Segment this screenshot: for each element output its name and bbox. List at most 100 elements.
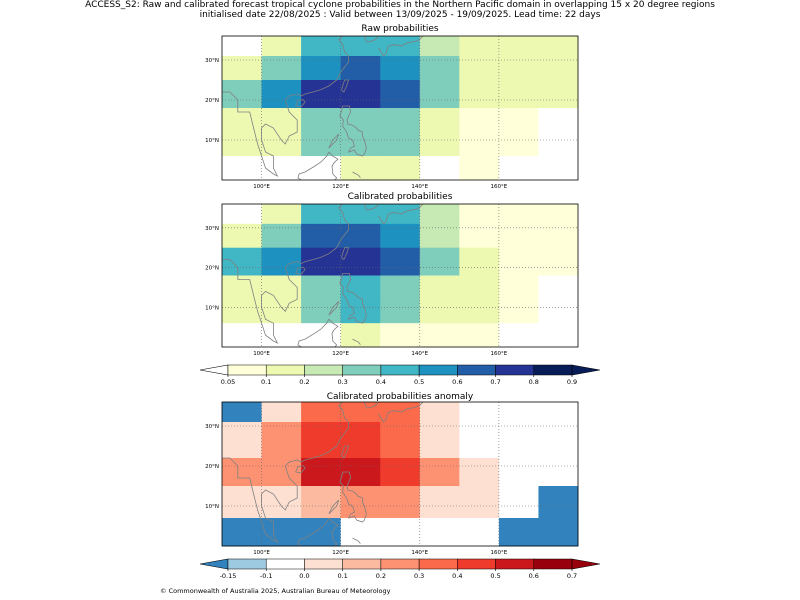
coastline [328,499,340,515]
x-tick-label: 120°E [332,184,349,190]
heatmap-cell [261,223,302,249]
heatmap-cell [419,303,460,324]
heatmap-cell [419,247,460,276]
heatmap-panel-1: 100°E 120°E 140°E 160°E 10°N 20°N 30°N [205,35,579,190]
heatmap-cell [340,156,381,181]
heatmap-cell [498,323,539,348]
coastline [341,79,350,93]
coastline [297,319,330,347]
heatmap-cell [222,458,262,487]
heatmap-cell [538,518,579,547]
heatmap-cell [222,108,262,137]
heatmap-cell [380,36,421,57]
coastline [364,402,379,409]
colorbar-tick-label: 0.7 [490,378,500,386]
heatmap-cell [261,36,302,57]
heatmap-cell [301,402,342,423]
x-tick-label: 160°E [491,351,508,357]
heatmap-cell [222,402,262,423]
heatmap-cell [419,36,460,57]
colorbar-tick-label: 0.5 [490,572,500,580]
heatmap-cell [340,56,381,81]
colorbar-tick-label: 0.3 [414,572,424,580]
y-tick-label: 30°N [205,58,219,64]
heatmap-cell [380,156,421,181]
heatmap-cell [380,402,421,423]
coastline-group [222,36,424,180]
x-tick-label: 140°E [411,351,428,357]
heatmap-cell [419,223,460,249]
x-tick-label: 100°E [253,550,270,556]
heatmap-cell [459,422,500,459]
heatmap-cell [222,303,262,324]
heatmap-cell [538,223,579,249]
heatmap-cell [498,36,539,57]
heatmap-cell [498,56,539,81]
heatmap-cell [380,275,421,304]
heatmap-panel-3: 100°E 120°E 140°E 160°E 10°N 20°N 30°N [205,401,579,556]
coastline-group [222,204,424,347]
heatmap-cell [261,422,302,459]
heatmap-cell [222,204,262,225]
heatmap-cell [380,80,421,109]
coastline [328,133,340,149]
heatmap-cell [419,156,460,181]
heatmap-cell [498,80,539,109]
heatmap-cell [340,80,381,109]
heatmap-cell [538,486,579,519]
coastline [328,517,339,546]
colorbar-tick-label: 0.7 [567,572,577,580]
colorbar-tick-label: 0.3 [337,378,347,386]
heatmap-cell [340,323,381,348]
colorbar-segment [380,558,420,570]
heatmap-cell [459,108,500,137]
heatmap-cell [459,204,500,225]
figure-title-line-2: initialised date 22/08/2025 : Valid betw… [199,10,601,20]
heatmap-cell [380,303,421,324]
heatmap-cell [538,156,579,181]
heatmap-cell [459,56,500,81]
heatmap-cell [261,402,302,423]
heatmap-panel-2: 100°E 120°E 140°E 160°E 10°N 20°N 30°N [205,203,579,357]
x-tick-label: 140°E [411,550,428,556]
heatmap-cell [419,108,460,137]
colorbar-tick-label: 0.4 [376,378,386,386]
coastline [364,204,379,211]
colorbar-segment [495,364,535,376]
panel-frame [221,35,579,181]
colorbar-segment [304,364,343,376]
colorbar-segment [533,364,573,376]
coastline [341,247,350,261]
heatmap-cell [459,247,500,276]
heatmap-cell [459,486,500,519]
colorbar-tick-label: 0.8 [529,378,539,386]
heatmap-cell [459,80,500,109]
heatmap-cell [538,402,579,423]
heatmap-cell [261,108,302,137]
coastline [328,301,340,316]
heatmap-cell [498,204,539,225]
heatmap-cell [459,136,500,157]
heatmap-cell [380,223,421,249]
x-tick-label: 100°E [253,351,270,357]
heatmap-cell [380,458,421,487]
figure-title-line-1: ACCESS_S2: Raw and calibrated forecast t… [85,0,715,10]
colorbar-segment [342,558,382,570]
heatmap-cell [261,323,302,348]
colorbar-segment [227,364,267,376]
colorbar-tick-label: 0.6 [452,378,462,386]
heatmap-cell [222,422,262,459]
heatmap-cell [419,323,460,348]
heatmap-cell [498,486,539,519]
heatmap-cell [459,275,500,304]
heatmap-cell [459,458,500,487]
heatmap-cell [222,323,262,348]
heatmap-cell [498,303,539,324]
heatmap-cell [498,108,539,137]
colorbar-segment [227,558,267,570]
y-tick-label: 20°N [205,266,219,272]
x-tick-label: 160°E [491,184,508,190]
colorbar-tick-label: 0.6 [529,572,539,580]
colorbar-segment [342,364,382,376]
heatmap-cell [498,136,539,157]
